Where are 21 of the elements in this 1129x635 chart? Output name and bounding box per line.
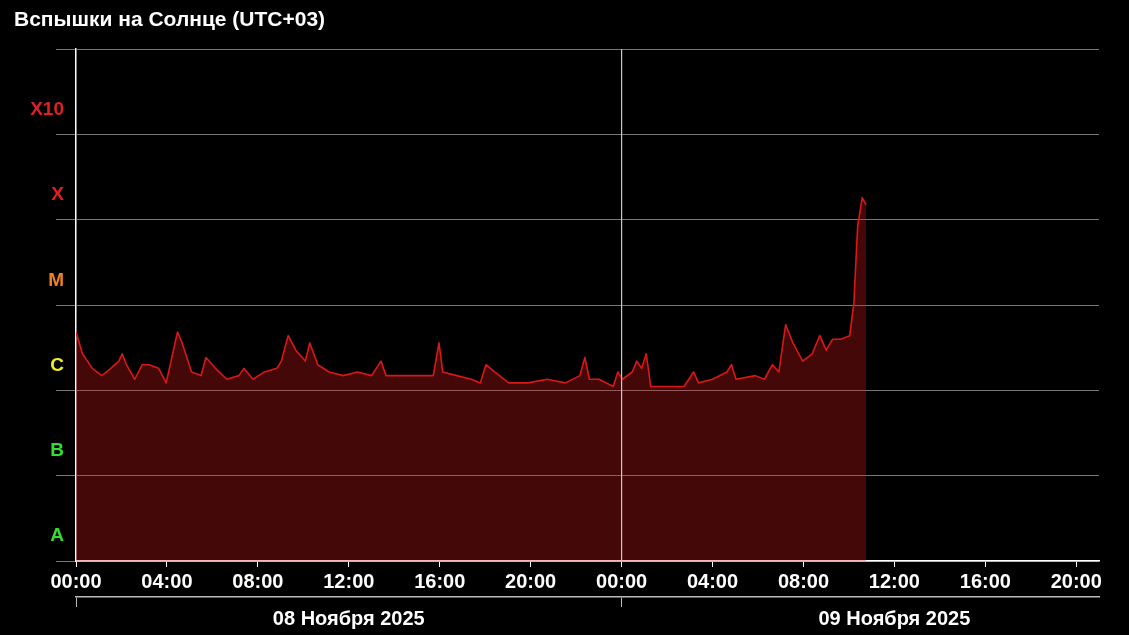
x-tick-label: 12:00: [323, 569, 375, 592]
x-tick-label: 16:00: [414, 569, 466, 592]
text: X: [51, 183, 65, 205]
text: C: [50, 353, 65, 375]
x-tick-label: 04:00: [141, 569, 193, 592]
text: A: [50, 524, 65, 546]
x2-tick-label: 08 Ноября 2025: [272, 606, 425, 629]
text: M: [48, 268, 64, 290]
x-tick-label: 00:00: [596, 569, 648, 592]
x-tick-label: 16:00: [959, 569, 1011, 592]
x-tick-label: 12:00: [868, 569, 920, 592]
x2-tick-label: 09 Ноября 2025: [818, 606, 971, 629]
x-tick-label: 20:00: [1050, 569, 1102, 592]
x-tick-label: 00:00: [50, 569, 102, 592]
text: B: [50, 439, 64, 461]
x-tick-label: 08:00: [232, 569, 284, 592]
chart-title: Вспышки на Солнце (UTC+03): [14, 7, 326, 31]
x-tick-label: 20:00: [505, 569, 557, 592]
text: X10: [30, 98, 64, 119]
x-tick-label: 08:00: [777, 569, 830, 592]
x-tick-label: 04:00: [686, 569, 739, 592]
